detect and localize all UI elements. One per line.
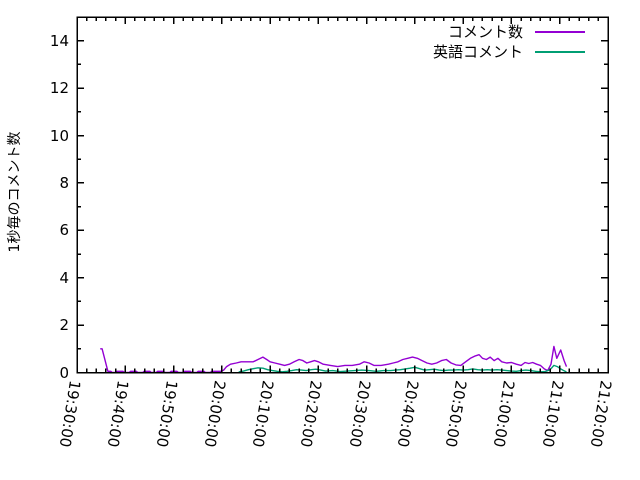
- y-tick-label: 10: [49, 126, 69, 145]
- legend-line-sample-english-comments: [535, 50, 585, 53]
- series-line-comments: [100, 345, 568, 374]
- y-tick-label: 6: [59, 221, 69, 240]
- legend-row: コメント数: [433, 23, 585, 41]
- legend: コメント数 英語コメント: [432, 23, 585, 61]
- y-tick-label: 8: [59, 173, 69, 192]
- plot-border: [76, 16, 609, 374]
- y-tick-label: 12: [49, 79, 69, 98]
- y-tick-label: 4: [59, 268, 69, 287]
- legend-label-english-comments: 英語コメント: [432, 43, 523, 61]
- y-tick-label: 14: [49, 31, 69, 50]
- legend-line-sample-comments: [535, 30, 585, 33]
- series-line-english-comments: [238, 364, 567, 373]
- legend-row: 英語コメント: [432, 43, 585, 61]
- y-tick-label: 2: [59, 316, 69, 335]
- y-tick-label: 0: [59, 363, 69, 382]
- legend-label-comments: コメント数: [447, 23, 523, 41]
